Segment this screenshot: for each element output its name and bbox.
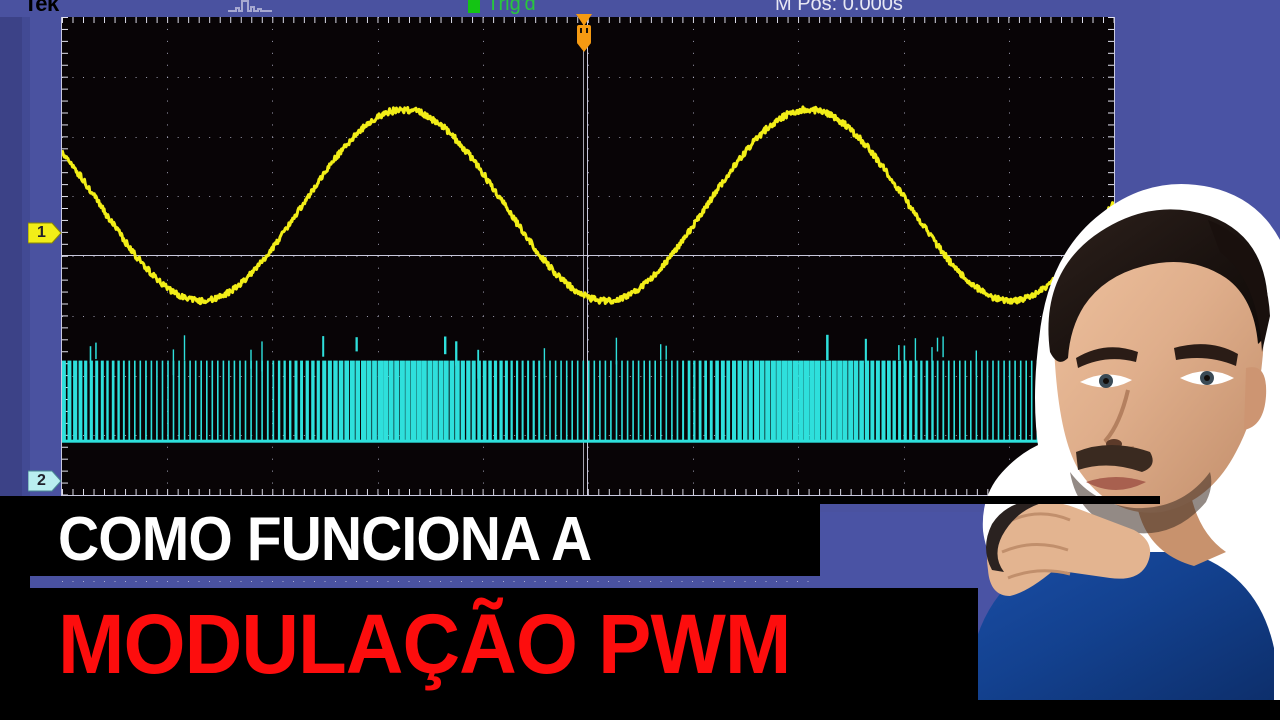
title-line-1: COMO FUNCIONA A [58,504,592,574]
pulse-waveform-icon [228,0,272,12]
title-band-primary: COMO FUNCIONA A [30,503,820,576]
channel-2-waveform [62,334,1114,443]
channel-2-marker[interactable]: 2 [27,470,62,492]
graticule-center-horizontal [62,255,1114,256]
presenter-photo: Rock MERICA BAND DEPT. VE SOUND [976,130,1280,720]
svg-text:Rock: Rock [1088,130,1181,174]
channel-1-label: 1 [37,224,46,241]
title-band-secondary: MODULAÇÃO PWM [30,588,978,700]
channel-1-waveform [62,105,1114,306]
trigger-state-indicator [468,0,480,13]
left-black-strip [0,496,30,720]
lower-black-strip [0,496,1160,504]
graticule-center-vertical [587,17,588,495]
waveform-display [62,17,1114,495]
horizontal-position-label: M Pos: 0.000s [775,0,903,15]
graticule-ticks-left [62,17,68,495]
trigger-position-marker[interactable] [570,14,598,54]
title-divider-rule [30,576,820,588]
scope-status-bar: Tek Trig'd M Pos: 0.000s [0,0,1160,17]
panel-left-edge-inner [22,0,30,512]
panel-left-edge [0,0,22,512]
tek-logo: Tek [24,0,59,16]
trigger-position-line [583,17,584,495]
presenter-head [1048,209,1270,534]
title-line-2: MODULAÇÃO PWM [58,597,791,691]
channel-2-label: 2 [37,472,46,489]
channel-1-marker[interactable]: 1 [27,222,62,244]
trigger-status-label: Trig'd [487,0,536,15]
presenter-shirt: Rock MERICA BAND DEPT. VE SOUND [976,130,1274,720]
graticule-ticks-bottom [62,489,1114,495]
bottom-black-strip [0,700,1280,720]
presenter-hand [986,499,1151,596]
